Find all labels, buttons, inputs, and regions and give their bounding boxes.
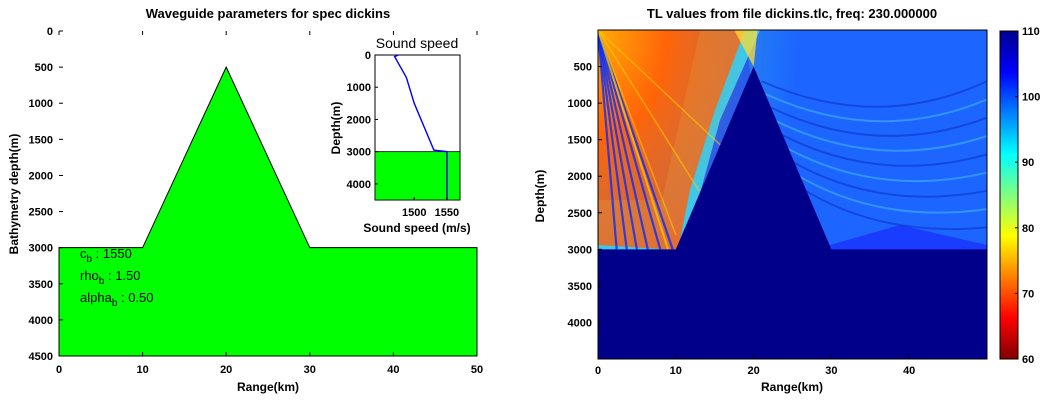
seabed-parameter-label: alphab : 0.50 — [80, 290, 154, 309]
sound-speed-inset: Sound speed 1500 1550 0 1000 2000 3000 4000 So… — [329, 35, 471, 235]
sound-speed-seabed — [374, 151, 461, 201]
waveguide-ytick-label: 500 — [35, 62, 53, 74]
sound-speed-title: Sound speed — [376, 35, 459, 51]
waveguide-xtick-label: 20 — [220, 364, 232, 376]
tl-title: TL values from file dickins.tlc, freq: 2… — [647, 6, 937, 21]
tl-ytick-label: 2500 — [568, 208, 592, 220]
tl-frame — [597, 29, 988, 360]
waveguide-title: Waveguide parameters for spec dickins — [146, 6, 390, 21]
colorbar-tick-label: 80 — [1022, 223, 1034, 235]
sound-speed-xtick-label: 1550 — [435, 207, 459, 219]
tl-wave-arc — [770, 106, 987, 137]
tl-wave-arc — [760, 80, 987, 108]
tl-colorbar — [999, 30, 1019, 360]
sound-speed-ytick-label: 1000 — [347, 82, 371, 94]
waveguide-xlabel: Range(km) — [237, 380, 299, 394]
tl-ray — [598, 30, 628, 250]
tl-ytick-label: 4000 — [568, 317, 592, 329]
tl-ytick-label: 3500 — [568, 281, 592, 293]
tl-wave-arc — [798, 185, 987, 231]
tl-wave-arc — [765, 93, 987, 123]
waveguide-ytick-label: 3000 — [29, 243, 53, 255]
tl-panel: TL values from file dickins.tlc, freq: 2… — [533, 6, 1040, 394]
seabed-parameters: cb : 1550 rhob : 1.50 alphab : 0.50 — [80, 246, 154, 309]
tl-xtick-label: 40 — [903, 365, 915, 377]
tl-ray — [598, 30, 700, 192]
bathymetry-area — [58, 65, 478, 357]
waveguide-ticks: 0 10 20 30 40 5005001000150020002500300035004… — [29, 26, 484, 376]
sound-speed-ticks: 1500 1550 0 1000 2000 3000 4000 — [347, 50, 460, 219]
tl-xtick-label: 10 — [670, 365, 682, 377]
waveguide-xtick-label: 10 — [136, 364, 148, 376]
colorbar-tick-label: 70 — [1022, 288, 1034, 300]
tl-ridge-column — [734, 30, 758, 67]
tl-xtick-label: 0 — [595, 365, 601, 377]
waveguide-ytick-label: 2500 — [29, 207, 53, 219]
tl-colorbar-ticks: 110 100 90 80 70 60 — [1015, 26, 1040, 366]
waveguide-ylabel: Bathymetry depth(m) — [7, 134, 21, 255]
waveguide-xtick-label: 30 — [304, 364, 316, 376]
sound-speed-xlabel: Sound speed (m/s) — [363, 221, 470, 235]
seabed-parameter-label: rhob : 1.50 — [80, 268, 141, 287]
tl-ticks: 0 10 20 30 40 500 1000 1500 2000 2500 3000 3500 4000 — [568, 62, 916, 377]
waveguide-ytick-label: 4000 — [29, 315, 53, 327]
waveguide-ytick-label: 2000 — [29, 170, 53, 182]
colorbar-tick-label: 90 — [1022, 157, 1034, 169]
waveguide-ytick-label: 4500 — [29, 351, 53, 363]
tl-seabed — [598, 66, 987, 359]
tl-xlabel: Range(km) — [761, 380, 823, 394]
waveguide-xtick-label: 40 — [387, 364, 399, 376]
seabed-parameter-label: cb : 1550 — [80, 246, 132, 265]
colorbar-tick-label: 110 — [1022, 26, 1040, 38]
tl-xtick-label: 30 — [825, 365, 837, 377]
tl-ray — [598, 30, 662, 250]
tl-ytick-label: 2000 — [568, 171, 592, 183]
tl-ray — [598, 30, 723, 148]
tl-ylabel: Depth(m) — [533, 170, 547, 223]
tl-ray — [598, 30, 649, 250]
tl-ytick-label: 1500 — [568, 135, 592, 147]
tl-ray — [598, 30, 638, 250]
colorbar-tick-label: 60 — [1022, 354, 1034, 366]
waveguide-ytick-label: 3500 — [29, 279, 53, 291]
tl-wave-arc — [788, 159, 987, 198]
sound-speed-xtick-label: 1500 — [402, 207, 426, 219]
waveguide-ytick-label: 1000 — [29, 98, 53, 110]
colorbar-tick-label: 100 — [1022, 92, 1040, 104]
waveguide-ytick-label: 1500 — [29, 134, 53, 146]
tl-heatmap — [598, 30, 987, 359]
sound-speed-ytick-label: 3000 — [347, 147, 371, 159]
tl-wave-arc — [793, 172, 987, 214]
sound-speed-ylabel: Depth(m) — [329, 102, 343, 155]
tl-ytick-label: 500 — [574, 62, 592, 74]
sound-speed-ytick-label: 0 — [365, 50, 371, 62]
tl-ray — [598, 30, 669, 250]
tl-wave-arc — [784, 146, 987, 183]
waveguide-xtick-label: 50 — [471, 364, 483, 376]
tl-ytick-label: 1000 — [568, 98, 592, 110]
tl-wave-arc — [774, 119, 987, 152]
tl-ray — [598, 30, 677, 235]
tl-ytick-label: 3000 — [568, 244, 592, 256]
waveguide-ytick-label: 0 — [47, 26, 53, 38]
sound-speed-ytick-label: 2000 — [347, 114, 371, 126]
waveguide-xtick-label: 0 — [56, 364, 62, 376]
sound-speed-profile — [393, 54, 448, 200]
sound-speed-ytick-label: 4000 — [347, 179, 371, 191]
tl-wave-arc — [779, 132, 987, 167]
tl-xtick-label: 20 — [747, 365, 759, 377]
